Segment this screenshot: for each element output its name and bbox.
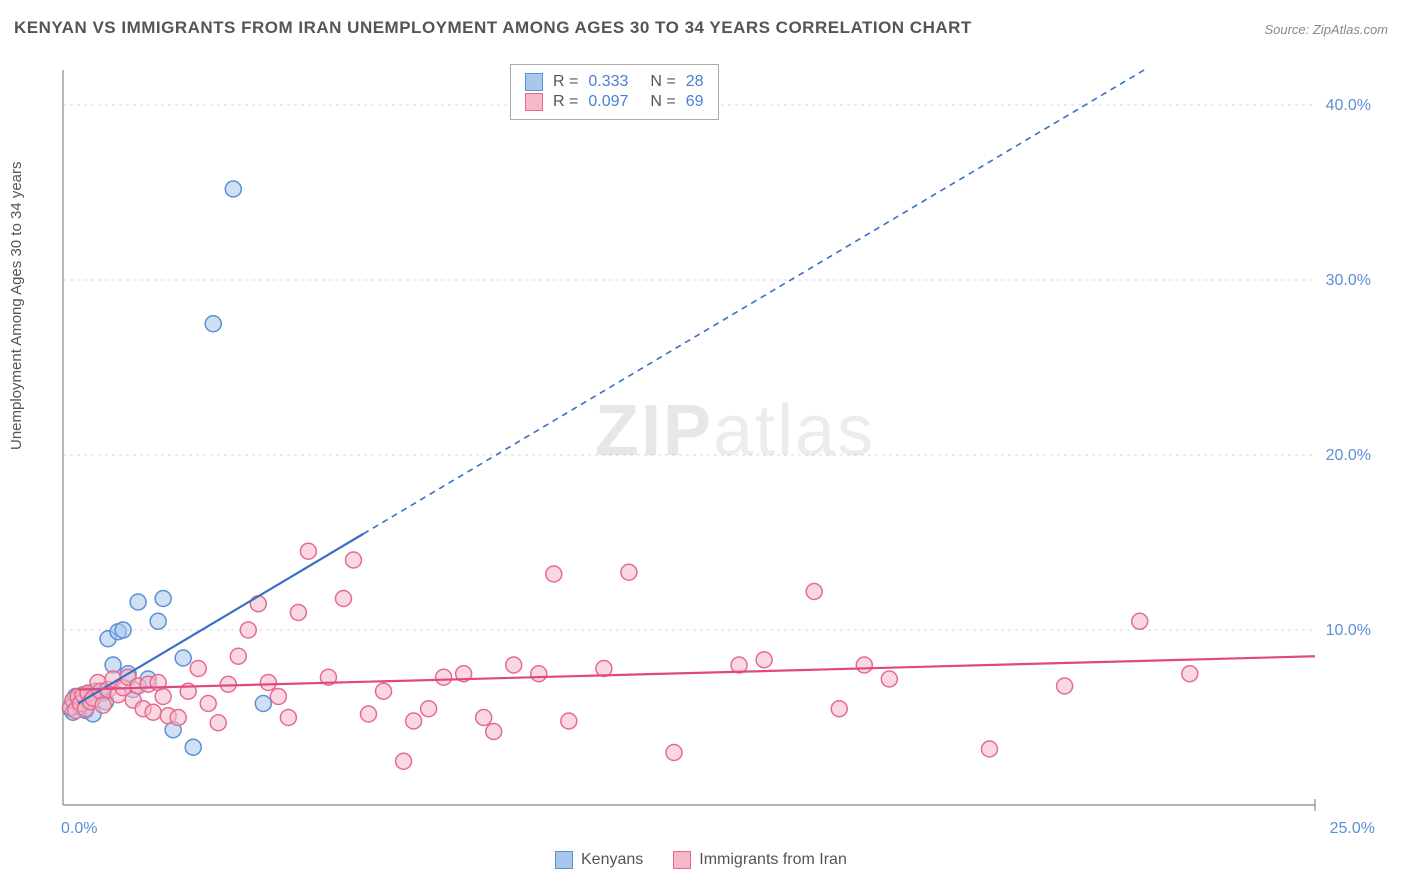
iran-point bbox=[981, 741, 997, 757]
iran-point bbox=[230, 648, 246, 664]
iran-point bbox=[210, 715, 226, 731]
n-label: N = bbox=[650, 93, 675, 111]
x-tick-label: 0.0% bbox=[61, 820, 97, 837]
iran-point bbox=[486, 724, 502, 740]
iran-point bbox=[621, 564, 637, 580]
r-label: R = bbox=[553, 73, 578, 91]
legend-item-kenyans: Kenyans bbox=[555, 851, 643, 869]
iran-point bbox=[596, 661, 612, 677]
stats-legend-box: R = 0.333 N = 28 R = 0.097 N = 69 bbox=[510, 64, 719, 120]
iran-point bbox=[561, 713, 577, 729]
iran-point bbox=[396, 753, 412, 769]
kenyans-point bbox=[185, 739, 201, 755]
iran-legend-label: Immigrants from Iran bbox=[699, 851, 847, 869]
kenyans-point bbox=[155, 591, 171, 607]
iran-point bbox=[546, 566, 562, 582]
kenyans-trendline-dash bbox=[363, 70, 1144, 534]
iran-point bbox=[345, 552, 361, 568]
iran-point bbox=[145, 704, 161, 720]
y-tick-label: 10.0% bbox=[1326, 622, 1371, 639]
series-legend: Kenyans Immigrants from Iran bbox=[555, 851, 847, 869]
iran-point bbox=[250, 596, 266, 612]
n-label: N = bbox=[650, 73, 675, 91]
iran-point bbox=[240, 622, 256, 638]
iran-point bbox=[190, 661, 206, 677]
kenyans-r-value: 0.333 bbox=[588, 73, 628, 91]
iran-point bbox=[360, 706, 376, 722]
iran-point bbox=[300, 543, 316, 559]
iran-point bbox=[1182, 666, 1198, 682]
iran-point bbox=[436, 669, 452, 685]
iran-trendline bbox=[78, 656, 1315, 689]
iran-point bbox=[756, 652, 772, 668]
kenyans-point bbox=[150, 613, 166, 629]
legend-item-iran: Immigrants from Iran bbox=[673, 851, 847, 869]
scatter-chart-svg: 10.0% 20.0% 30.0% 40.0% 0.0% 25.0% bbox=[55, 60, 1385, 840]
iran-point bbox=[666, 745, 682, 761]
iran-swatch bbox=[525, 93, 543, 111]
iran-point bbox=[95, 697, 111, 713]
y-tick-label: 30.0% bbox=[1326, 272, 1371, 289]
x-tick-label: 25.0% bbox=[1330, 820, 1375, 837]
kenyans-n-value: 28 bbox=[686, 73, 704, 91]
iran-point bbox=[170, 710, 186, 726]
stats-row-kenyans: R = 0.333 N = 28 bbox=[525, 73, 704, 91]
kenyans-point bbox=[205, 316, 221, 332]
kenyans-legend-swatch bbox=[555, 851, 573, 869]
iran-point bbox=[155, 689, 171, 705]
source-label: Source: ZipAtlas.com bbox=[1264, 22, 1388, 37]
y-axis-label: Unemployment Among Ages 30 to 34 years bbox=[8, 161, 25, 450]
y-tick-label: 40.0% bbox=[1326, 97, 1371, 114]
iran-point bbox=[1132, 613, 1148, 629]
iran-point bbox=[376, 683, 392, 699]
iran-n-value: 69 bbox=[686, 93, 704, 111]
kenyans-point bbox=[255, 696, 271, 712]
y-tick-label: 20.0% bbox=[1326, 447, 1371, 464]
iran-point bbox=[270, 689, 286, 705]
kenyans-point bbox=[130, 594, 146, 610]
iran-point bbox=[881, 671, 897, 687]
iran-point bbox=[856, 657, 872, 673]
iran-point bbox=[476, 710, 492, 726]
iran-point bbox=[421, 701, 437, 717]
iran-point bbox=[806, 584, 822, 600]
iran-point bbox=[290, 605, 306, 621]
iran-r-value: 0.097 bbox=[588, 93, 628, 111]
iran-point bbox=[200, 696, 216, 712]
chart-plot: 10.0%20.0%30.0%40.0%0.0%25.0% ZIPatlas R… bbox=[55, 60, 1385, 840]
iran-point bbox=[260, 675, 276, 691]
chart-title: KENYAN VS IMMIGRANTS FROM IRAN UNEMPLOYM… bbox=[14, 18, 972, 38]
kenyans-swatch bbox=[525, 73, 543, 91]
iran-point bbox=[506, 657, 522, 673]
kenyans-point bbox=[225, 181, 241, 197]
stats-row-iran: R = 0.097 N = 69 bbox=[525, 93, 704, 111]
iran-point bbox=[1057, 678, 1073, 694]
kenyans-point bbox=[175, 650, 191, 666]
iran-legend-swatch bbox=[673, 851, 691, 869]
kenyans-point bbox=[115, 622, 131, 638]
iran-point bbox=[406, 713, 422, 729]
iran-point bbox=[831, 701, 847, 717]
iran-point bbox=[280, 710, 296, 726]
iran-point bbox=[335, 591, 351, 607]
kenyans-legend-label: Kenyans bbox=[581, 851, 643, 869]
iran-point bbox=[531, 666, 547, 682]
r-label: R = bbox=[553, 93, 578, 111]
